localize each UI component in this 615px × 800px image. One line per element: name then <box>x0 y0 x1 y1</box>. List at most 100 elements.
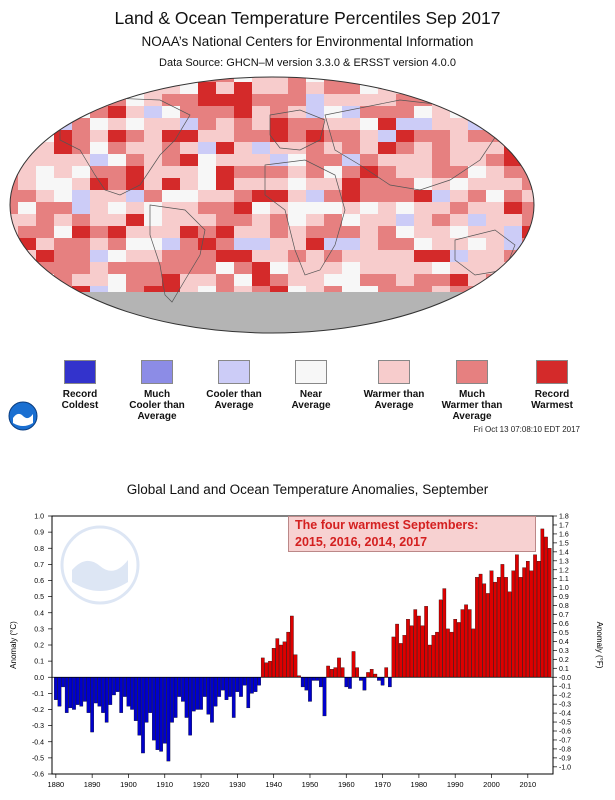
anomaly-bar <box>348 677 352 689</box>
map-cell <box>558 142 576 154</box>
map-cell <box>468 190 486 202</box>
map-cell <box>234 226 252 238</box>
map-cell <box>252 77 270 82</box>
map-cell <box>306 130 324 142</box>
anomaly-bar <box>210 677 214 723</box>
map-cell <box>252 262 270 274</box>
map-cell <box>432 190 450 202</box>
map-cell <box>126 238 144 250</box>
map-cell <box>288 77 306 82</box>
map-cell <box>216 130 234 142</box>
x-tick-label: 2000 <box>483 780 500 789</box>
map-cell <box>252 106 270 118</box>
map-cell <box>396 190 414 202</box>
anomaly-bar <box>68 677 73 709</box>
map-cell <box>378 178 396 190</box>
y-tick-label-left: -0.2 <box>32 707 44 714</box>
map-cell <box>450 250 468 262</box>
map-cell <box>72 118 90 130</box>
map-cell <box>162 94 180 106</box>
anomaly-bar <box>64 677 69 713</box>
map-cell <box>216 214 234 226</box>
anomaly-bar <box>152 677 156 741</box>
map-cell <box>306 262 324 274</box>
map-cell <box>540 262 558 274</box>
map-cell <box>234 82 252 94</box>
map-cell <box>414 118 432 130</box>
map-cell <box>306 82 324 94</box>
map-cell <box>450 190 468 202</box>
map-cell <box>54 166 72 178</box>
anomaly-bar <box>260 657 265 678</box>
map-cell <box>108 154 126 166</box>
map-cell <box>324 130 342 142</box>
map-cell <box>468 226 486 238</box>
map-cell <box>558 70 576 82</box>
map-cell <box>234 106 252 118</box>
map-cell <box>486 77 504 82</box>
y-tick-label-right: 1.2 <box>559 567 569 574</box>
map-cell <box>144 262 162 274</box>
map-cell <box>180 118 198 130</box>
map-cell <box>108 118 126 130</box>
y-tick-label-right: 1.1 <box>559 576 569 583</box>
map-cell <box>360 214 378 226</box>
anomaly-bar <box>478 573 483 678</box>
map-cell <box>252 82 270 94</box>
y-tick-label-right: 1.6 <box>559 531 569 538</box>
map-cell <box>10 226 18 238</box>
map-cell <box>306 166 324 178</box>
y-tick-label-right: -0.1 <box>559 684 571 691</box>
map-cell <box>144 226 162 238</box>
y-tick-label-right: 1.5 <box>559 540 569 547</box>
map-cell <box>522 82 534 94</box>
x-tick-label: 1960 <box>338 780 355 789</box>
map-cell <box>36 286 54 298</box>
map-cell <box>540 286 558 298</box>
map-cell <box>414 202 432 214</box>
anomaly-bar <box>315 677 320 681</box>
map-cell <box>10 118 18 130</box>
map-cell <box>486 154 504 166</box>
y-axis-label-left: Anomaly (°C) <box>9 621 18 669</box>
y-tick-label-right: -0.6 <box>559 729 571 736</box>
map-cell <box>288 142 306 154</box>
map-cell <box>108 166 126 178</box>
map-cell <box>180 226 198 238</box>
map-cell <box>108 274 126 286</box>
map-cell <box>504 190 522 202</box>
map-cell <box>36 118 54 130</box>
map-cell <box>144 118 162 130</box>
map-cell <box>558 238 576 250</box>
map-cell <box>72 94 90 106</box>
map-cell <box>414 250 432 262</box>
map-cell <box>144 166 162 178</box>
map-cell <box>342 202 360 214</box>
map-cell <box>378 94 396 106</box>
anomaly-bar <box>377 677 381 681</box>
map-cell <box>90 178 108 190</box>
map-cell <box>108 77 126 82</box>
anomaly-bar <box>319 677 323 688</box>
map-cell <box>216 238 234 250</box>
map-cell <box>360 274 378 286</box>
anomaly-bar <box>369 669 374 678</box>
anomaly-bar <box>435 631 439 678</box>
map-cell <box>360 154 378 166</box>
map-cell <box>360 77 378 82</box>
map-cell <box>216 190 234 202</box>
map-cell <box>396 106 414 118</box>
map-cell <box>90 154 108 166</box>
map-cell <box>504 166 522 178</box>
map-cell <box>522 106 534 118</box>
anomaly-bar <box>181 677 185 702</box>
annotation-line-1: The four warmest Septembers: <box>295 518 479 532</box>
map-cell <box>540 238 558 250</box>
map-cell <box>504 94 522 106</box>
legend-item: Record Warmest <box>512 360 592 411</box>
map-cell <box>540 118 558 130</box>
anomaly-bar <box>427 644 432 678</box>
map-cell <box>504 250 522 262</box>
map-cell <box>558 106 576 118</box>
map-cell <box>540 298 558 310</box>
